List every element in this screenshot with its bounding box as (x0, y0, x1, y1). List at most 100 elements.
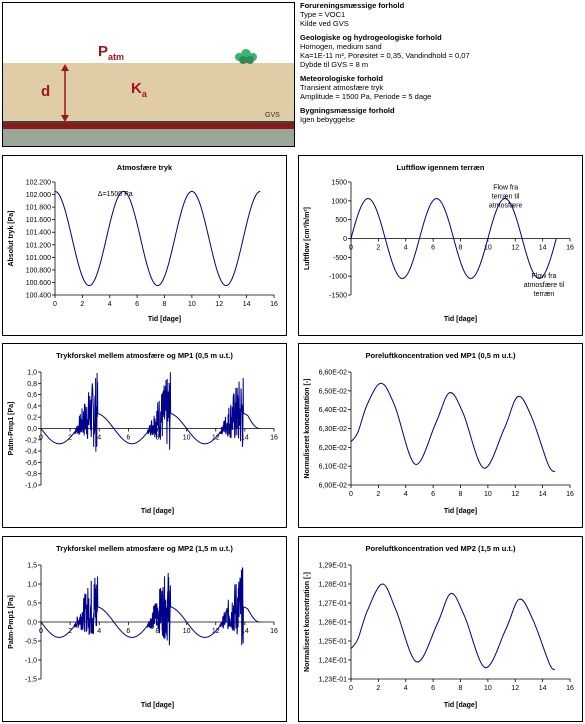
y-axis-label: Normaliseret koncentration [-] (304, 572, 311, 672)
x-tick-label: 8 (163, 301, 167, 308)
conditions-line: Ka=1E-11 m², Porøsitet = 0,35, Vandindho… (300, 51, 470, 60)
x-tick-label: 4 (404, 245, 408, 252)
chart-title: Trykforskel mellem atmosfære og MP1 (0,5… (56, 351, 233, 360)
chart-atm-pressure: Atmosfære tryk 100.400 100.600 100.800 101.0… (8, 163, 278, 323)
x-axis-label: Tid [dage] (141, 508, 174, 515)
x-tick-label: 4 (97, 435, 101, 442)
y-tick-label: -1,0 (25, 658, 37, 665)
x-tick-label: 14 (241, 628, 249, 635)
x-tick-label: 8 (156, 628, 160, 635)
x-tick-label: 2 (376, 685, 380, 692)
x-tick-label: 4 (404, 685, 408, 692)
x-tick-label: 16 (566, 685, 574, 692)
x-tick-label: 0 (349, 491, 353, 498)
y-tick-label: 0,6 (27, 392, 37, 399)
x-tick-label: 8 (459, 245, 463, 252)
soil-layer (3, 63, 294, 123)
conditions-line: Homogen, medium sand (300, 42, 382, 51)
x-tick-label: 14 (539, 245, 547, 252)
patm-label: Patm (98, 43, 125, 62)
x-tick-label: 6 (431, 245, 435, 252)
x-tick-label: 14 (539, 491, 547, 498)
x-tick-label: 16 (566, 491, 574, 498)
x-tick-label: 0 (39, 628, 43, 635)
x-axis-label: Tid [dage] (444, 316, 477, 323)
depth-arrow (61, 64, 69, 122)
x-axis-label: Tid [dage] (444, 702, 477, 709)
x-tick-label: 16 (566, 245, 574, 252)
y-tick-label: 1000 (331, 198, 347, 205)
x-tick-label: 4 (97, 628, 101, 635)
y-tick-label: 1,0 (27, 582, 37, 589)
y-tick-label: 101.400 (26, 230, 51, 237)
x-tick-label: 14 (241, 435, 249, 442)
y-tick-label: -0,6 (25, 460, 37, 467)
x-tick-label: 12 (511, 491, 519, 498)
x-tick-label: 10 (484, 685, 492, 692)
y-tick-label: 1,23E-01 (319, 677, 348, 684)
y-tick-label: -1,0 (25, 483, 37, 490)
x-tick-label: 8 (459, 685, 463, 692)
chart-title: Poreluftkoncentration ved MP2 (1,5 m u.t… (365, 544, 516, 553)
chart-dp-mp2: Trykforskel mellem atmosfære og MP2 (1,5… (8, 544, 278, 709)
y-tick-label: 1,24E-01 (319, 658, 348, 665)
y-tick-label: 0 (343, 236, 347, 243)
schematic-overlay (61, 49, 257, 122)
y-tick-label: 101.600 (26, 217, 51, 224)
y-tick-label: 0,2 (27, 415, 37, 422)
x-tick-label: 10 (188, 301, 196, 308)
series-line (40, 372, 260, 452)
y-tick-label: 0,8 (27, 381, 37, 388)
x-tick-label: 6 (135, 301, 139, 308)
y-tick-label: 1,25E-01 (319, 639, 348, 646)
conditions-line: Kilde ved GVS (300, 19, 349, 28)
y-axis-label: Patm-Pmp1 [Pa] (8, 595, 15, 649)
chart-annotation: atmosfære til (524, 282, 565, 289)
chart-title: Trykforskel mellem atmosfære og MP2 (1,5… (56, 544, 233, 553)
y-tick-label: 1,28E-01 (319, 582, 348, 589)
y-tick-label: 0,0 (27, 620, 37, 627)
y-tick-label: 1500 (331, 180, 347, 187)
series-line (40, 567, 260, 646)
y-tick-label: 6,60E-02 (319, 370, 348, 377)
x-tick-label: 12 (511, 685, 519, 692)
chart-panel-airflow: Luftflow igennem terræn -1500 -1000 -500 0 50… (298, 155, 583, 336)
x-tick-label: 12 (215, 301, 223, 308)
y-tick-label: 102.200 (26, 180, 51, 187)
y-tick-label: -500 (333, 255, 347, 262)
chart-annotation: terræn (534, 291, 555, 298)
x-tick-label: 10 (183, 628, 191, 635)
y-tick-label: 100.400 (26, 293, 51, 300)
y-tick-label: 6,30E-02 (319, 426, 348, 433)
depth-label: d (41, 83, 51, 100)
y-tick-label: 0,4 (27, 403, 37, 410)
conditions-line: Transient atmosfære tryk (300, 83, 384, 92)
x-tick-label: 10 (484, 245, 492, 252)
gvs-label: GVS (265, 112, 280, 119)
bedrock-layer (3, 129, 294, 146)
y-tick-label: 6,20E-02 (319, 445, 348, 452)
conditions-heading: Bygningsmæssige forhold (300, 106, 395, 115)
y-tick-label: 102.000 (26, 192, 51, 199)
x-tick-label: 0 (39, 435, 43, 442)
x-tick-label: 16 (270, 628, 278, 635)
chart-conc-mp2: Poreluftkoncentration ved MP2 (1,5 m u.t… (304, 544, 574, 709)
x-tick-label: 0 (53, 301, 57, 308)
x-tick-label: 4 (404, 491, 408, 498)
tree-icon (235, 49, 257, 64)
x-tick-label: 0 (349, 685, 353, 692)
y-tick-label: 500 (335, 217, 347, 224)
chart-panel-dp-mp2: Trykforskel mellem atmosfære og MP2 (1,5… (2, 536, 287, 722)
series-line (350, 382, 556, 473)
x-tick-label: 14 (539, 685, 547, 692)
y-tick-label: 6,40E-02 (319, 407, 348, 414)
x-tick-label: 6 (126, 628, 130, 635)
x-tick-label: 12 (511, 245, 519, 252)
y-axis-label: Luftflow [cm³/h/m²] (304, 207, 311, 270)
groundwater-line (3, 121, 294, 123)
x-tick-label: 8 (156, 435, 160, 442)
series-line (350, 583, 556, 670)
series-line (350, 198, 557, 279)
y-tick-label: 1,5 (27, 563, 37, 570)
conditions-line: Igen bebyggelse (300, 115, 356, 124)
